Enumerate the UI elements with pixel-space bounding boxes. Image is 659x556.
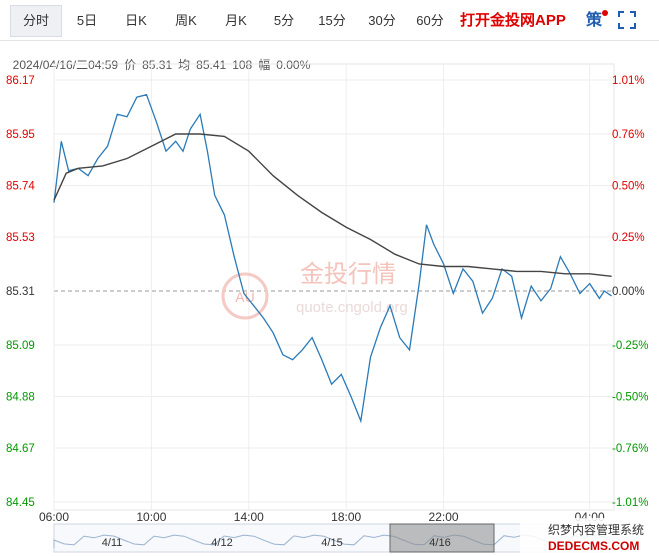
- navigator-date-label: 4/16: [429, 537, 450, 549]
- average-series-line: [53, 133, 612, 277]
- y-pct-tick-label: -0.50%: [612, 392, 648, 404]
- tab-monthly-k[interactable]: 月K: [225, 13, 247, 28]
- range-value: 0.00%: [276, 58, 311, 72]
- x-tick-label: 22:00: [429, 510, 459, 524]
- tab-5min[interactable]: 5分: [273, 13, 295, 28]
- tab-30min[interactable]: 30分: [368, 13, 396, 28]
- y-tick-label: 86.17: [6, 75, 35, 87]
- x-tick-label: 10:00: [136, 510, 166, 524]
- watermark-logo-icon: [221, 272, 269, 320]
- navigator-date-label: 4/11: [102, 537, 123, 549]
- y-pct-tick-label: -1.01%: [612, 497, 648, 509]
- y-tick-label: 85.53: [6, 232, 35, 244]
- site-mark-bg: [520, 518, 659, 556]
- fullscreen-icon[interactable]: [618, 11, 636, 29]
- y-tick-label: 85.95: [6, 129, 35, 141]
- y-pct-tick-label: 0.25%: [612, 232, 645, 244]
- y-tick-label: 84.45: [6, 497, 35, 509]
- x-tick-label: 06:00: [39, 510, 69, 524]
- y-tick-label: 84.88: [6, 392, 35, 404]
- strategy-button[interactable]: 策: [586, 12, 603, 29]
- y-pct-tick-label: 0.76%: [612, 129, 645, 141]
- site-mark-text: 织梦内容管理系统: [548, 522, 644, 537]
- y-tick-label: 84.67: [6, 443, 35, 455]
- y-pct-tick-label: 1.01%: [612, 75, 645, 87]
- x-tick-label: 14:00: [234, 510, 264, 524]
- tab-bar: 分时 5日 日K 周K 月K 5分 15分 30分 60分 打开金投网APP 策: [0, 0, 659, 41]
- navigator-date-label: 4/12: [211, 537, 232, 549]
- x-tick-label: 18:00: [331, 510, 361, 524]
- price-value: 85.31: [142, 58, 173, 72]
- watermark-brand: 金投行情: [300, 260, 396, 288]
- price-series-line: [53, 93, 612, 424]
- navigator-mini-line: [53, 534, 615, 548]
- tab-daily-k[interactable]: 日K: [125, 13, 147, 28]
- navigator-selection: [389, 523, 495, 553]
- tab-intraday[interactable]: 分时: [10, 5, 62, 37]
- open-app-link[interactable]: 打开金投网APP: [460, 12, 566, 29]
- tab-weekly-k[interactable]: 周K: [175, 13, 197, 28]
- site-mark-url: DEDECMS.COM: [548, 539, 639, 553]
- y-pct-tick-label: -0.76%: [612, 443, 648, 455]
- volume-value: 108: [232, 58, 253, 72]
- avg-value: 85.41: [196, 58, 227, 72]
- avg-label: 均: [178, 58, 191, 72]
- quote-datetime: 2024/04/16/二04:59: [12, 58, 119, 72]
- tab-60min[interactable]: 60分: [416, 13, 444, 28]
- y-tick-label: 85.09: [6, 340, 35, 352]
- y-tick-label: 85.31: [6, 286, 35, 298]
- quote-info-bar: 2024/04/16/二04:59 价 85.31 均 85.41 108 幅 0.00%: [6, 42, 316, 73]
- y-pct-tick-label: -0.25%: [612, 340, 648, 352]
- y-pct-tick-label: 0.00%: [612, 286, 645, 298]
- y-pct-tick-label: 0.50%: [612, 181, 645, 193]
- watermark-url: quote.cngold.org: [296, 299, 408, 316]
- notification-dot: [602, 10, 608, 16]
- range-label: 幅: [258, 58, 271, 72]
- tab-5day[interactable]: 5日: [76, 13, 98, 28]
- price-label: 价: [124, 58, 137, 72]
- y-tick-label: 85.74: [6, 181, 35, 193]
- tab-15min[interactable]: 15分: [318, 13, 346, 28]
- navigator-date-label: 4/15: [321, 537, 342, 549]
